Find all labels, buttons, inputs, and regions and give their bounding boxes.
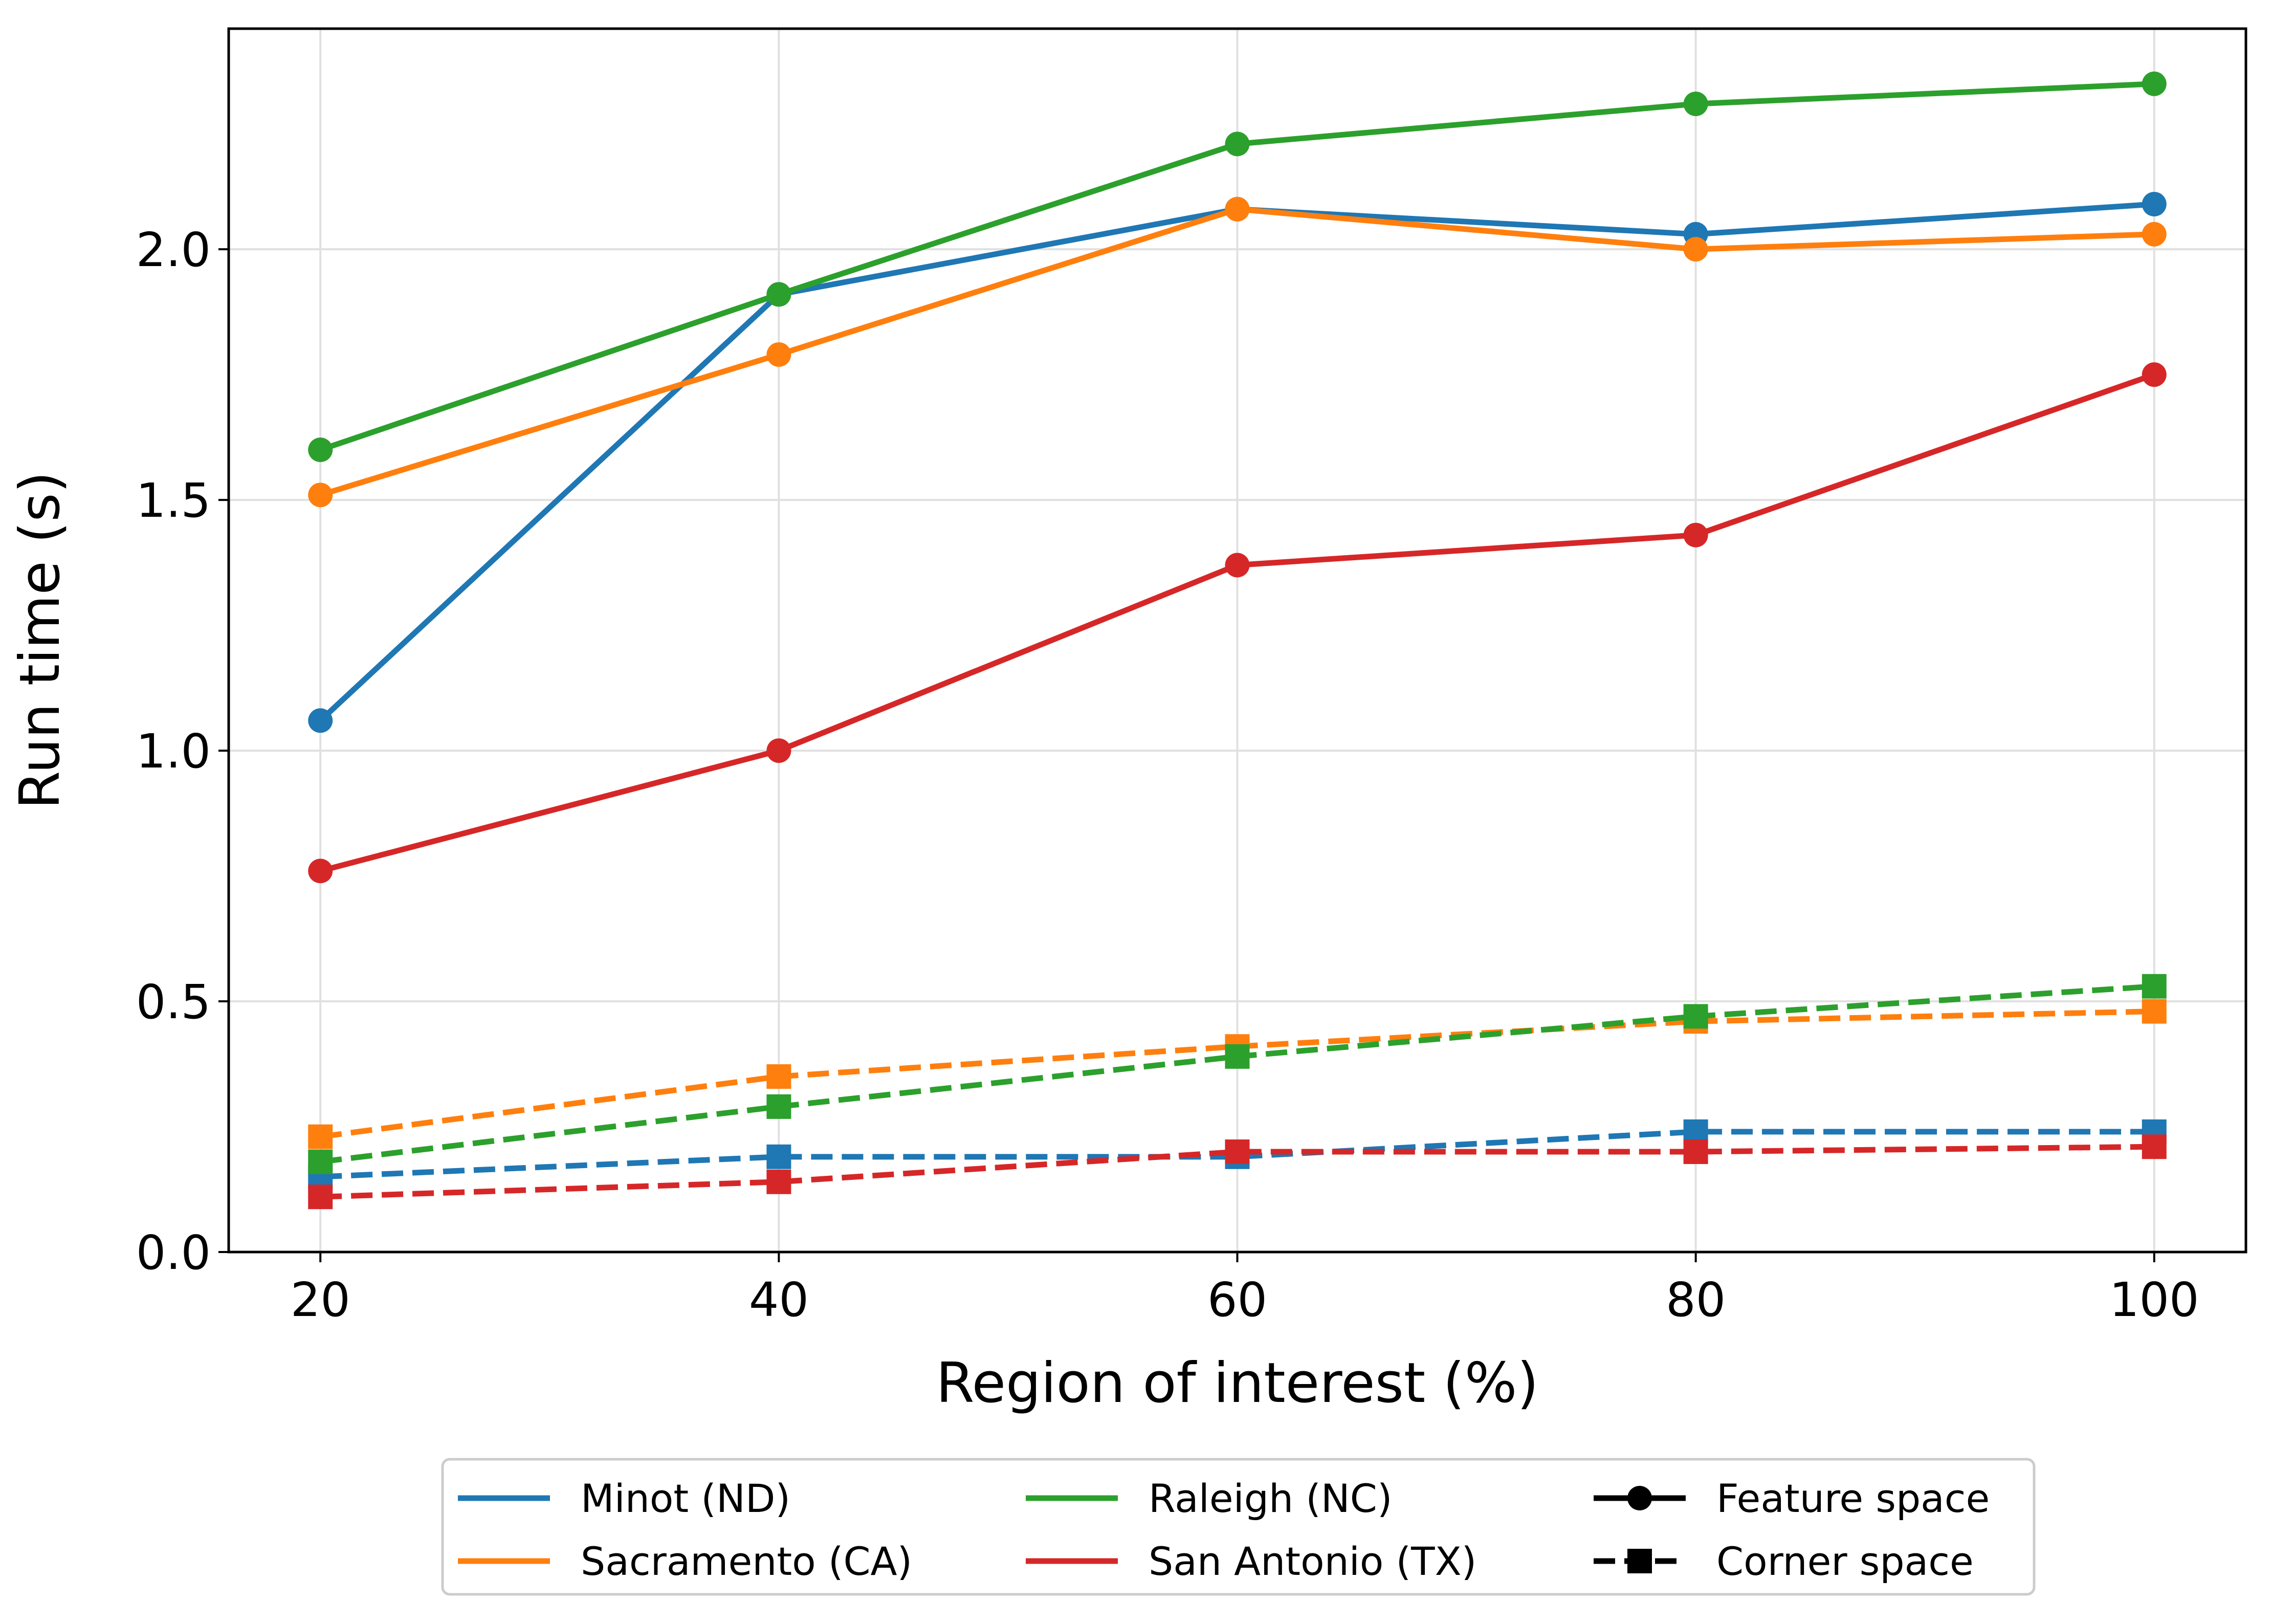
data-point — [2142, 222, 2167, 247]
data-point — [1683, 91, 1708, 116]
y-tick-label: 0.0 — [136, 1225, 211, 1280]
x-tick-label: 40 — [749, 1272, 809, 1327]
data-point — [766, 738, 791, 763]
data-point — [1683, 1139, 1708, 1165]
series-san_antonio-corner — [308, 1134, 2167, 1210]
data-point — [1683, 1004, 1708, 1029]
y-tick-label: 2.0 — [136, 223, 211, 277]
data-point — [766, 1169, 791, 1194]
legend-label: Raleigh (NC) — [1149, 1476, 1392, 1521]
y-tick-label: 1.5 — [136, 473, 211, 528]
legend-label: Sacramento (CA) — [581, 1539, 912, 1584]
data-point — [1225, 1044, 1250, 1069]
legend-entry: Feature space — [1594, 1476, 1990, 1521]
series-sacramento-feature — [308, 196, 2167, 508]
data-point — [308, 1149, 333, 1174]
series-san_antonio-feature — [308, 362, 2167, 884]
legend-marker — [1627, 1549, 1652, 1573]
data-point — [2142, 1134, 2167, 1159]
legend-entry: San Antonio (TX) — [1026, 1539, 1476, 1584]
data-point — [1225, 131, 1250, 157]
data-point — [766, 1094, 791, 1119]
data-point — [2142, 362, 2167, 387]
data-point — [1683, 522, 1708, 547]
legend-label: Minot (ND) — [581, 1476, 790, 1521]
series-raleigh-corner — [308, 974, 2167, 1174]
y-tick-label: 1.0 — [136, 724, 211, 779]
data-point — [308, 1184, 333, 1210]
data-point — [766, 1144, 791, 1169]
data-point — [2142, 191, 2167, 216]
x-axis-label: Region of interest (%) — [936, 1351, 1538, 1415]
data-point — [1225, 1139, 1250, 1165]
data-point — [766, 342, 791, 367]
y-tick-label: 0.5 — [136, 975, 211, 1029]
data-point — [2142, 71, 2167, 96]
x-tick-label: 60 — [1207, 1272, 1267, 1327]
x-tick-label: 100 — [2109, 1272, 2199, 1327]
data-point — [2142, 999, 2167, 1024]
data-point — [766, 1064, 791, 1089]
legend-entry: Raleigh (NC) — [1026, 1476, 1392, 1521]
data-point — [2142, 974, 2167, 999]
data-point — [1683, 237, 1708, 262]
series-group — [308, 71, 2167, 1210]
legend-entry: Corner space — [1594, 1539, 1974, 1584]
legend-entry: Minot (ND) — [458, 1476, 790, 1521]
series-raleigh-feature — [308, 71, 2167, 463]
legend-label: San Antonio (TX) — [1149, 1539, 1476, 1584]
x-tick-label: 80 — [1666, 1272, 1726, 1327]
data-point — [308, 859, 333, 884]
legend-label: Corner space — [1716, 1539, 1974, 1584]
data-point — [308, 1124, 333, 1149]
legend-entry: Sacramento (CA) — [458, 1539, 912, 1584]
data-point — [308, 708, 333, 733]
data-point — [1225, 196, 1250, 222]
x-tick-label: 20 — [291, 1272, 350, 1327]
legend: Minot (ND) Sacramento (CA) Raleigh (NC) San… — [441, 1458, 2036, 1596]
data-point — [308, 437, 333, 463]
axes: 20 40 60 80 100 0.0 0.5 1.0 1.5 2.0 — [136, 223, 2199, 1327]
legend-label: Feature space — [1716, 1476, 1990, 1521]
data-point — [766, 282, 791, 307]
y-axis-label: Run time (s) — [8, 471, 72, 809]
data-point — [1225, 553, 1250, 578]
legend-marker — [1627, 1486, 1652, 1510]
data-point — [308, 482, 333, 508]
